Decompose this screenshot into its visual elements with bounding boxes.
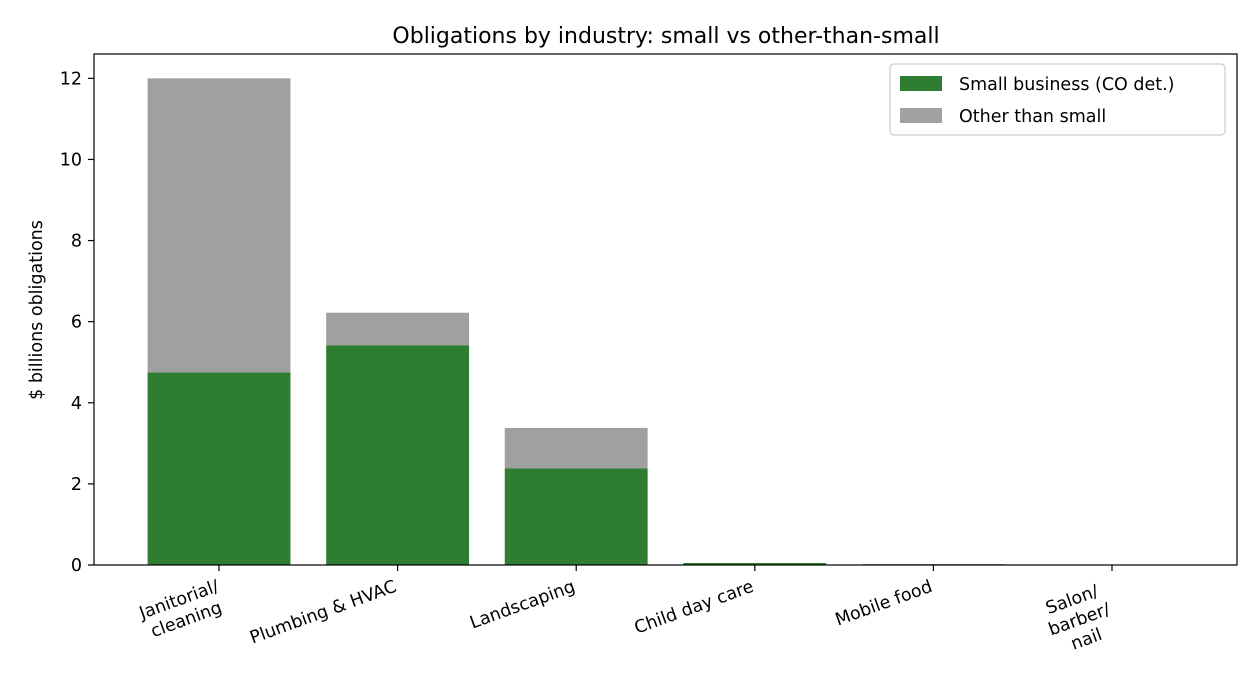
x-tick-label: Plumbing & HVAC — [247, 577, 399, 649]
y-axis-label: $ billions obligations — [27, 220, 47, 400]
x-tick-label-line: Landscaping — [467, 577, 578, 634]
bar-other-0 — [147, 78, 291, 373]
x-tick-label-line: Child day care — [632, 577, 757, 639]
x-tick-label-line: Plumbing & HVAC — [247, 577, 399, 649]
bar-other-2 — [504, 427, 648, 469]
y-tick-label: 2 — [71, 475, 82, 495]
y-tick-label: 0 — [71, 556, 82, 576]
chart-title: Obligations by industry: small vs other-… — [392, 24, 939, 49]
y-tick-label: 10 — [60, 150, 82, 170]
x-tick-label: Janitorial/cleaning — [136, 577, 229, 644]
bar-small-0 — [147, 372, 291, 565]
legend-swatch-0 — [900, 76, 942, 91]
y-tick-label: 6 — [71, 313, 82, 333]
bar-small-1 — [326, 345, 470, 565]
bar-other-1 — [326, 312, 470, 346]
y-tick-label: 8 — [71, 232, 82, 252]
x-tick-label: Child day care — [632, 577, 757, 639]
x-tick-label: Mobile food — [833, 577, 935, 631]
y-tick-label: 4 — [71, 394, 82, 414]
y-tick-label: 12 — [60, 69, 82, 89]
x-tick-label: Landscaping — [467, 577, 578, 634]
bars-layer — [147, 78, 1005, 565]
legend-label-1: Other than small — [959, 107, 1106, 127]
legend-box — [889, 63, 1226, 136]
x-tick-label: Salon/barber/nail — [1039, 580, 1120, 660]
bar-small-3 — [683, 562, 827, 565]
legend-label-0: Small business (CO det.) — [959, 75, 1175, 95]
plot-frame — [93, 53, 1238, 566]
x-tick-label-line: Mobile food — [833, 577, 935, 631]
legend: Small business (CO det.) Other than small — [889, 63, 1226, 136]
legend-swatch-1 — [900, 108, 942, 123]
bar-small-2 — [504, 468, 648, 565]
